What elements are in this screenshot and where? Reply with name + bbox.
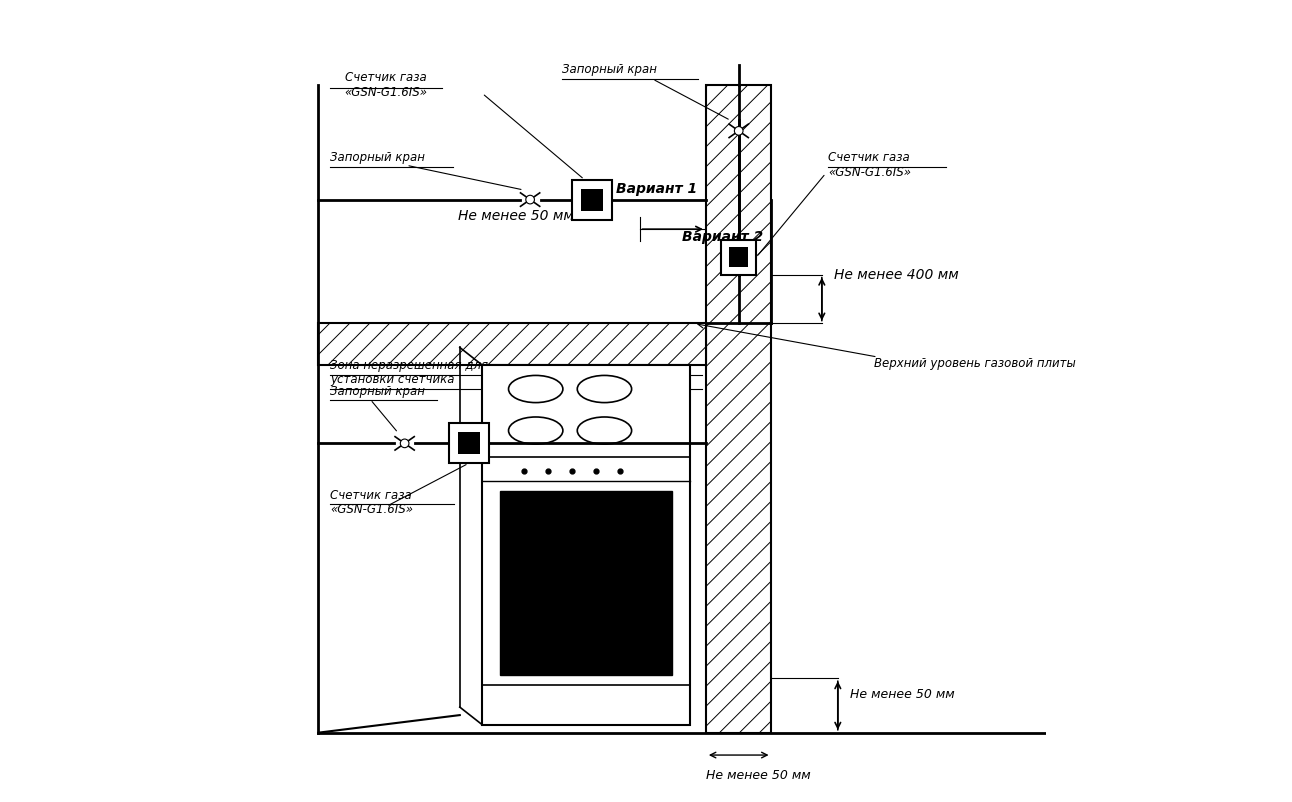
Circle shape (401, 439, 410, 448)
Text: Не менее 50 мм: Не менее 50 мм (707, 769, 811, 782)
Text: Счетчик газа: Счетчик газа (331, 488, 412, 501)
Ellipse shape (509, 417, 563, 444)
Bar (318, 323, 705, 365)
Text: Вариант 2: Вариант 2 (682, 230, 764, 244)
Text: Зона неразрешенная для: Зона неразрешенная для (331, 359, 488, 372)
Text: Запорный кран: Запорный кран (562, 63, 656, 76)
Bar (705, 85, 771, 733)
Text: Не менее 50 мм: Не менее 50 мм (850, 687, 955, 700)
Text: Счетчик газа: Счетчик газа (345, 71, 428, 84)
Bar (721, 240, 756, 275)
Ellipse shape (509, 375, 563, 403)
Ellipse shape (578, 375, 632, 403)
Text: Вариант 1: Вариант 1 (616, 182, 698, 196)
Circle shape (526, 195, 535, 204)
Text: Вариант 3: Вариант 3 (492, 426, 574, 440)
Bar (457, 432, 479, 455)
Text: установки счетчика: установки счетчика (331, 374, 455, 387)
Text: «GSN-G1.6IS»: «GSN-G1.6IS» (828, 166, 911, 179)
Text: Не менее 50 мм: Не менее 50 мм (459, 209, 574, 223)
Text: Не менее 400 мм: Не менее 400 мм (833, 268, 959, 282)
Text: Счетчик газа: Счетчик газа (828, 152, 910, 164)
Bar (500, 491, 672, 675)
Ellipse shape (578, 417, 632, 444)
Text: «GSN-G1.6IS»: «GSN-G1.6IS» (345, 86, 428, 99)
Text: Верхний уровень газовой плиты: Верхний уровень газовой плиты (873, 358, 1075, 371)
Circle shape (734, 127, 743, 136)
Bar (448, 423, 488, 464)
Bar (729, 248, 748, 267)
Text: «GSN-G1.6IS»: «GSN-G1.6IS» (331, 503, 413, 516)
Bar (581, 188, 603, 211)
Bar (572, 180, 612, 220)
Text: Запорный кран: Запорный кран (331, 385, 425, 398)
Text: Запорный кран: Запорный кран (331, 152, 425, 164)
Bar (482, 365, 690, 725)
